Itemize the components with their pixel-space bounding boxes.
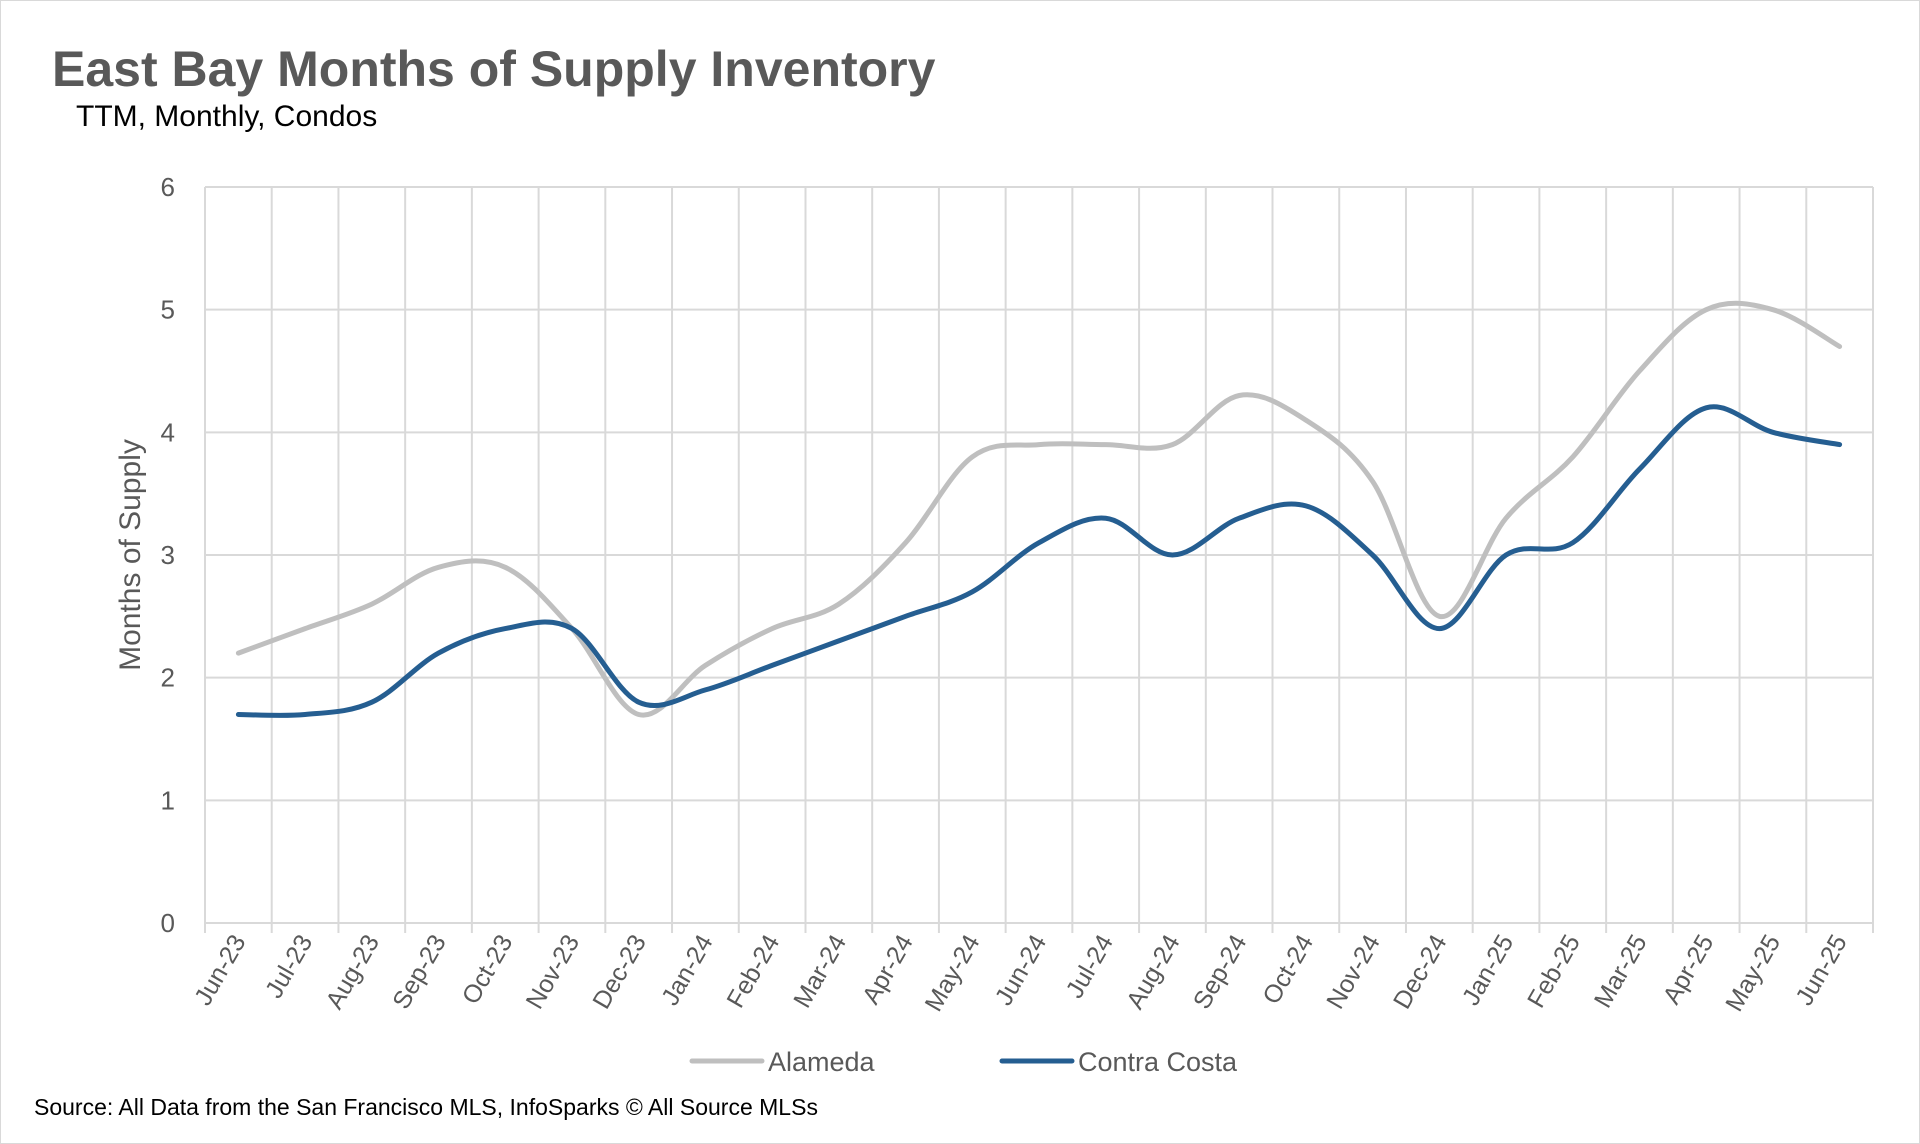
- x-tick-label: Jul-23: [260, 930, 318, 1003]
- x-tick-label: Jun-24: [990, 930, 1053, 1010]
- x-tick-label: Aug-23: [320, 930, 385, 1014]
- legend-label-alameda: Alameda: [768, 1047, 876, 1077]
- x-tick-label: Jun-23: [189, 930, 251, 1010]
- x-tick-label: Mar-25: [1589, 930, 1653, 1013]
- x-tick-label: Jan-24: [656, 930, 719, 1010]
- x-tick-label: Jan-25: [1457, 930, 1519, 1010]
- legend-label-contra-costa: Contra Costa: [1078, 1047, 1238, 1077]
- y-tick-label: 0: [161, 908, 175, 938]
- source-note: Source: All Data from the San Francisco …: [34, 1094, 818, 1120]
- x-tick-label: Aug-24: [1121, 930, 1186, 1014]
- legend: Alameda Contra Costa: [689, 1047, 1238, 1077]
- x-tick-label: Nov-24: [1321, 930, 1386, 1014]
- chart-grid: [204, 186, 1874, 933]
- x-axis-ticks: Jun-23 Jul-23 Aug-23 Sep-23 Oct-23 Nov-23 Dec-…: [189, 930, 1853, 1016]
- x-tick-label: Dec-23: [587, 930, 652, 1014]
- x-tick-label: Apr-24: [857, 930, 919, 1009]
- y-tick-label: 3: [161, 540, 175, 570]
- x-tick-label: May-24: [920, 930, 986, 1016]
- series-line-alameda: [235, 300, 1843, 718]
- x-tick-label: May-25: [1720, 930, 1786, 1016]
- y-tick-label: 5: [161, 295, 175, 325]
- x-tick-label: Oct-24: [1257, 930, 1319, 1009]
- y-axis-ticks: 0 1 2 3 4 5 6: [161, 172, 175, 938]
- x-tick-label: Oct-23: [457, 930, 519, 1009]
- x-tick-label: Apr-25: [1658, 930, 1720, 1009]
- y-axis-label: Months of Supply: [114, 439, 147, 671]
- y-tick-label: 1: [161, 785, 175, 815]
- chart-title: East Bay Months of Supply Inventory: [52, 41, 936, 97]
- x-tick-label: Sep-23: [387, 930, 452, 1014]
- series-line-contra-costa: [235, 404, 1843, 718]
- series-lines: [235, 300, 1843, 718]
- x-tick-label: Jul-24: [1061, 930, 1119, 1003]
- x-tick-label: Jun-25: [1790, 930, 1852, 1010]
- x-tick-label: Feb-25: [1522, 930, 1586, 1013]
- y-tick-label: 2: [161, 663, 175, 693]
- y-tick-label: 4: [161, 417, 175, 447]
- x-tick-label: Sep-24: [1188, 930, 1253, 1014]
- chart-subtitle: TTM, Monthly, Condos: [76, 100, 378, 133]
- x-tick-label: Nov-23: [521, 930, 586, 1014]
- x-tick-label: Feb-24: [721, 930, 785, 1013]
- y-tick-label: 6: [161, 172, 175, 202]
- x-tick-label: Dec-24: [1388, 930, 1453, 1014]
- x-tick-label: Mar-24: [788, 930, 852, 1013]
